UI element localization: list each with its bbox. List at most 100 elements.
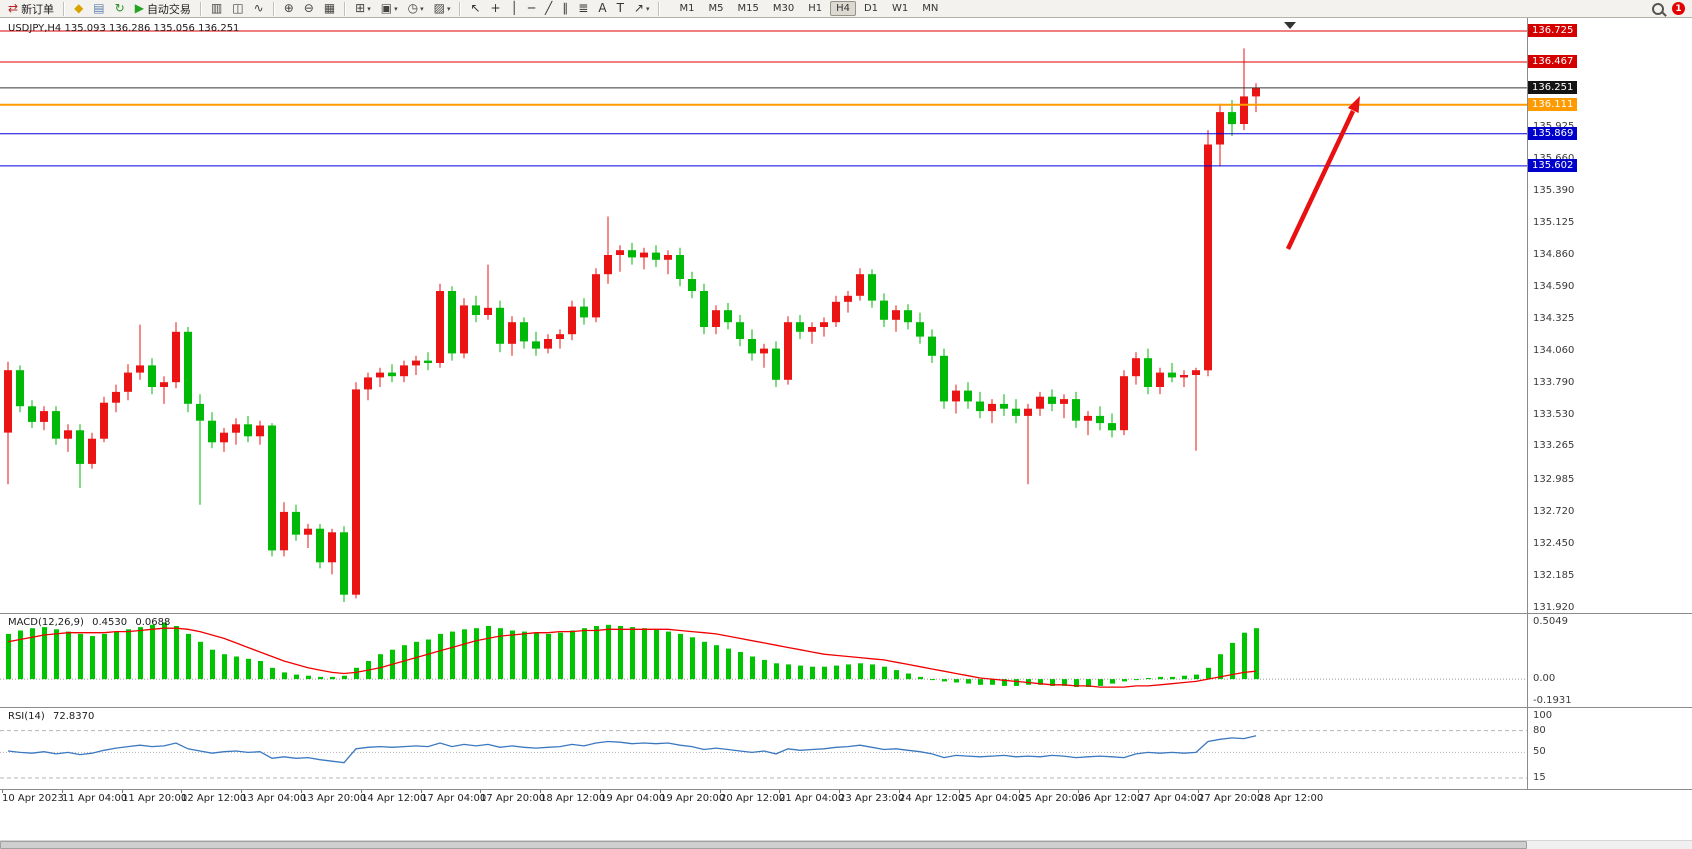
text-icon[interactable]: A [594, 0, 610, 17]
horizontal-line-icon[interactable]: ─ [524, 0, 539, 17]
timeframe-d1[interactable]: D1 [863, 3, 879, 14]
timeframe-m30[interactable]: M30 [772, 3, 795, 14]
time-axis-label: 20 Apr 12:00 [720, 793, 786, 804]
candlestick-chart-icon[interactable]: ◫ [228, 0, 247, 17]
chart-shift-marker[interactable] [1284, 22, 1296, 29]
price-axis[interactable]: 135.925 135.660 135.390 135.125 134.860 134.5… [1528, 18, 1692, 789]
new-chart-dropdown[interactable]: ⊞ ▾ [351, 0, 375, 17]
macd-value-main: 0.4530 [92, 617, 128, 628]
search-icon[interactable] [1652, 2, 1664, 15]
panel-divider[interactable] [0, 789, 1692, 790]
time-tick [122, 790, 123, 793]
time-axis-label: 10 Apr 2023 [2, 793, 64, 804]
horizontal-scrollbar[interactable] [0, 840, 1692, 849]
time-axis-label: 25 Apr 20:00 [1019, 793, 1085, 804]
tile-windows-icon: ▦ [323, 1, 336, 15]
text-label-icon[interactable]: T [613, 0, 628, 17]
arrows-tool-icon[interactable]: ↗ ▾ [630, 0, 654, 17]
notification-badge[interactable]: 1 [1672, 2, 1685, 15]
tile-windows-icon[interactable]: ▦ [320, 0, 339, 17]
time-axis-label: 21 Apr 04:00 [779, 793, 845, 804]
bars-chart-icon[interactable]: ▥ [207, 0, 226, 17]
price-axis-separator [1527, 18, 1528, 789]
refresh-icon[interactable]: ↻ [111, 0, 129, 17]
timeframe-h1[interactable]: H1 [808, 3, 823, 14]
price-axis-label: 134.860 [1533, 249, 1575, 260]
profiles-dropdown[interactable]: ▣ ▾ [377, 0, 402, 17]
time-axis-label: 24 Apr 12:00 [899, 793, 965, 804]
trendline-icon: ╱ [545, 1, 553, 15]
zoom-in-icon[interactable]: ⊕ [280, 0, 298, 17]
panel-divider[interactable] [0, 707, 1692, 708]
chart-window-icon: ◆ [74, 1, 84, 15]
autotrading-button[interactable]: ▶ 自动交易 [131, 0, 195, 17]
price-tag-135.602[interactable]: 135.602 [1528, 159, 1578, 172]
channel-icon[interactable]: ∥ [558, 0, 572, 17]
timeframe-m1[interactable]: M1 [679, 3, 695, 14]
time-axis-label: 19 Apr 20:00 [660, 793, 726, 804]
time-tick [959, 790, 960, 793]
timeframe-m15[interactable]: M15 [737, 3, 759, 14]
cursor-icon[interactable]: ↖ [466, 0, 484, 17]
toolbar-right: 1 [1652, 2, 1689, 15]
time-axis[interactable]: 10 Apr 2023 11 Apr 04:00 11 Apr 20:00 12 Ap… [0, 790, 1692, 808]
vertical-line-icon[interactable]: │ [507, 0, 522, 17]
rsi-scale-label: 80 [1533, 725, 1546, 736]
trend-arrow[interactable] [1285, 96, 1360, 250]
time-axis-label: 13 Apr 20:00 [301, 793, 367, 804]
macd-panel[interactable] [0, 615, 1527, 707]
candles-layer[interactable] [4, 48, 1260, 602]
timeframe-m5[interactable]: M5 [708, 3, 724, 14]
rsi-panel[interactable] [0, 709, 1527, 789]
macd-name: MACD(12,26,9) [8, 617, 84, 628]
template-dropdown[interactable]: ▨ ▾ [430, 0, 455, 17]
price-tag-136.251[interactable]: 136.251 [1528, 81, 1578, 94]
candlestick-chart[interactable] [0, 18, 1527, 613]
zoom-out-icon: ⊖ [303, 1, 314, 15]
crosshair-icon[interactable]: + [487, 0, 505, 17]
print-icon[interactable]: ▤ [89, 0, 108, 17]
price-tag-136.725[interactable]: 136.725 [1528, 24, 1578, 37]
price-axis-label: 135.125 [1533, 217, 1575, 228]
line-chart-icon[interactable]: ∿ [250, 0, 268, 17]
time-tick [241, 790, 242, 793]
macd-scale-label: -0.1931 [1533, 695, 1572, 706]
rsi-label: RSI(14) 72.8370 [8, 711, 94, 722]
fibonacci-icon: ≣ [578, 1, 589, 15]
price-tag-136.111[interactable]: 136.111 [1528, 98, 1578, 111]
time-tick [421, 790, 422, 793]
scrollbar-thumb[interactable] [0, 841, 1527, 849]
time-tick [361, 790, 362, 793]
toolbar-separator [272, 1, 275, 16]
macd-value-signal: 0.0688 [135, 617, 171, 628]
new-order-button[interactable]: ⇄ 新订单 [4, 0, 58, 17]
trendline-icon[interactable]: ╱ [541, 0, 556, 17]
timeframe-w1[interactable]: W1 [892, 3, 909, 14]
time-tick [839, 790, 840, 793]
macd-signal-line [7, 627, 1257, 688]
panel-divider[interactable] [0, 613, 1692, 614]
price-axis-label: 135.925 [1533, 121, 1574, 132]
time-axis-label: 12 Apr 12:00 [181, 793, 247, 804]
time-tick [2, 790, 3, 793]
period-dropdown: ◷ [407, 1, 419, 15]
period-dropdown[interactable]: ◷ ▾ [404, 0, 428, 17]
text-icon: A [598, 1, 607, 15]
timeframe-h4[interactable]: H4 [830, 1, 856, 16]
time-tick [600, 790, 601, 793]
time-tick [301, 790, 302, 793]
rsi-scale-label: 15 [1533, 772, 1546, 783]
horizontal-lines-layer[interactable] [0, 30, 1527, 167]
macd-scale-label: 0.00 [1533, 673, 1556, 684]
zoom-out-icon[interactable]: ⊖ [300, 0, 318, 17]
price-tag-136.467[interactable]: 136.467 [1528, 55, 1578, 68]
fibonacci-icon[interactable]: ≣ [574, 0, 592, 17]
chart-window-icon[interactable]: ◆ [70, 0, 87, 17]
rsi-scale-label: 50 [1533, 746, 1546, 757]
price-axis-label: 132.450 [1533, 538, 1575, 549]
toolbar-separator [459, 1, 462, 16]
timeframe-mn[interactable]: MN [922, 3, 939, 14]
price-tag-135.869[interactable]: 135.869 [1528, 127, 1578, 140]
template-dropdown: ▨ [433, 1, 445, 15]
